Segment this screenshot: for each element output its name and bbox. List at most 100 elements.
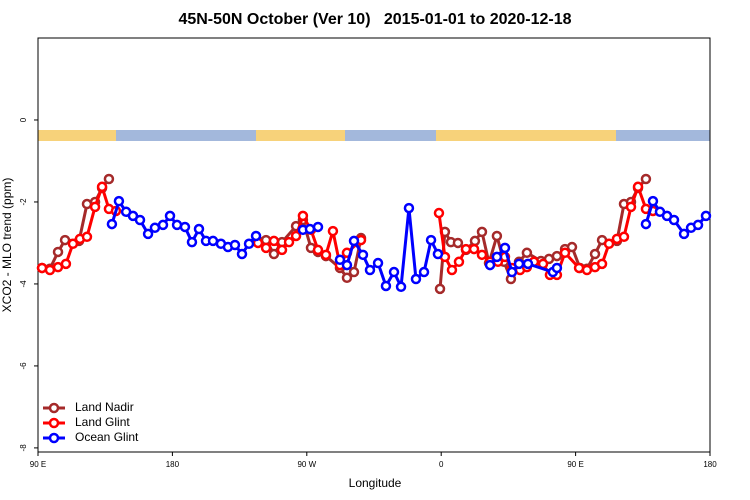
point — [89, 201, 101, 213]
chart-title: 45N-50N October (Ver 10) 2015-01-01 to 2… — [178, 11, 571, 28]
point — [348, 266, 360, 278]
point — [433, 207, 445, 219]
point — [499, 242, 511, 254]
point — [320, 249, 332, 261]
point — [297, 210, 309, 222]
point — [243, 238, 255, 250]
point — [418, 266, 430, 278]
point — [283, 236, 295, 248]
x-tick-label: 0 — [439, 460, 444, 469]
point — [506, 266, 518, 278]
point — [692, 219, 704, 231]
point — [434, 283, 446, 295]
point — [453, 256, 465, 268]
land-ocean-strip — [38, 130, 710, 141]
point — [236, 248, 248, 260]
point — [312, 244, 324, 256]
point — [380, 280, 392, 292]
point — [625, 201, 637, 213]
point — [551, 250, 563, 262]
point — [581, 264, 593, 276]
point — [290, 230, 302, 242]
point — [113, 195, 125, 207]
point — [229, 239, 241, 251]
point — [566, 241, 578, 253]
point — [640, 218, 652, 230]
point — [304, 223, 316, 235]
point — [425, 234, 437, 246]
point — [268, 235, 280, 247]
y-tick-label: -6 — [19, 362, 28, 370]
x-tick-label: 90 E — [567, 460, 583, 469]
ocean-band — [38, 130, 710, 141]
legend-marker — [48, 417, 60, 429]
legend-label: Land Glint — [75, 415, 130, 429]
point — [476, 249, 488, 261]
point — [186, 236, 198, 248]
land-band — [38, 130, 116, 141]
legend-marker — [48, 432, 60, 444]
point — [403, 202, 415, 214]
point — [640, 173, 652, 185]
point — [469, 235, 481, 247]
point — [357, 249, 369, 261]
point — [106, 218, 118, 230]
point — [491, 251, 503, 263]
point — [142, 228, 154, 240]
point — [327, 225, 339, 237]
point — [149, 222, 161, 234]
y-tick-label: -4 — [19, 280, 28, 288]
point — [446, 264, 458, 276]
y-axis-label: XCO2 - MLO trend (ppm) — [0, 178, 14, 313]
x-tick-label: 90 E — [30, 460, 46, 469]
point — [52, 246, 64, 258]
plot-frame — [37, 37, 711, 453]
point — [559, 247, 571, 259]
point — [410, 273, 422, 285]
legend-marker — [48, 402, 60, 414]
point — [81, 198, 93, 210]
point — [179, 221, 191, 233]
point — [67, 238, 79, 250]
point — [103, 173, 115, 185]
point — [44, 264, 56, 276]
x-axis-label: Longitude — [349, 476, 402, 490]
y-tick-label: -8 — [19, 444, 28, 452]
point — [491, 230, 503, 242]
point — [81, 231, 93, 243]
land-band — [436, 130, 616, 141]
y-tick-label: -2 — [19, 198, 28, 206]
point — [452, 237, 464, 249]
point — [521, 247, 533, 259]
point — [250, 230, 262, 242]
point — [364, 264, 376, 276]
point — [59, 234, 71, 246]
point — [164, 210, 176, 222]
legend-label: Land Nadir — [75, 400, 134, 414]
point — [388, 266, 400, 278]
point — [668, 214, 680, 226]
point — [700, 210, 712, 222]
point — [551, 262, 563, 274]
point — [476, 226, 488, 238]
point — [596, 258, 608, 270]
point — [96, 181, 108, 193]
point — [632, 181, 644, 193]
point — [372, 257, 384, 269]
point — [618, 231, 630, 243]
x-tick-label: 180 — [703, 460, 717, 469]
point — [460, 243, 472, 255]
point — [134, 214, 146, 226]
point — [193, 223, 205, 235]
point — [312, 221, 324, 233]
point — [432, 248, 444, 260]
point — [484, 259, 496, 271]
point — [468, 243, 480, 255]
point — [513, 258, 525, 270]
point — [348, 235, 360, 247]
point — [678, 228, 690, 240]
legend-label: Ocean Glint — [75, 430, 139, 444]
point — [341, 272, 353, 284]
point — [276, 244, 288, 256]
